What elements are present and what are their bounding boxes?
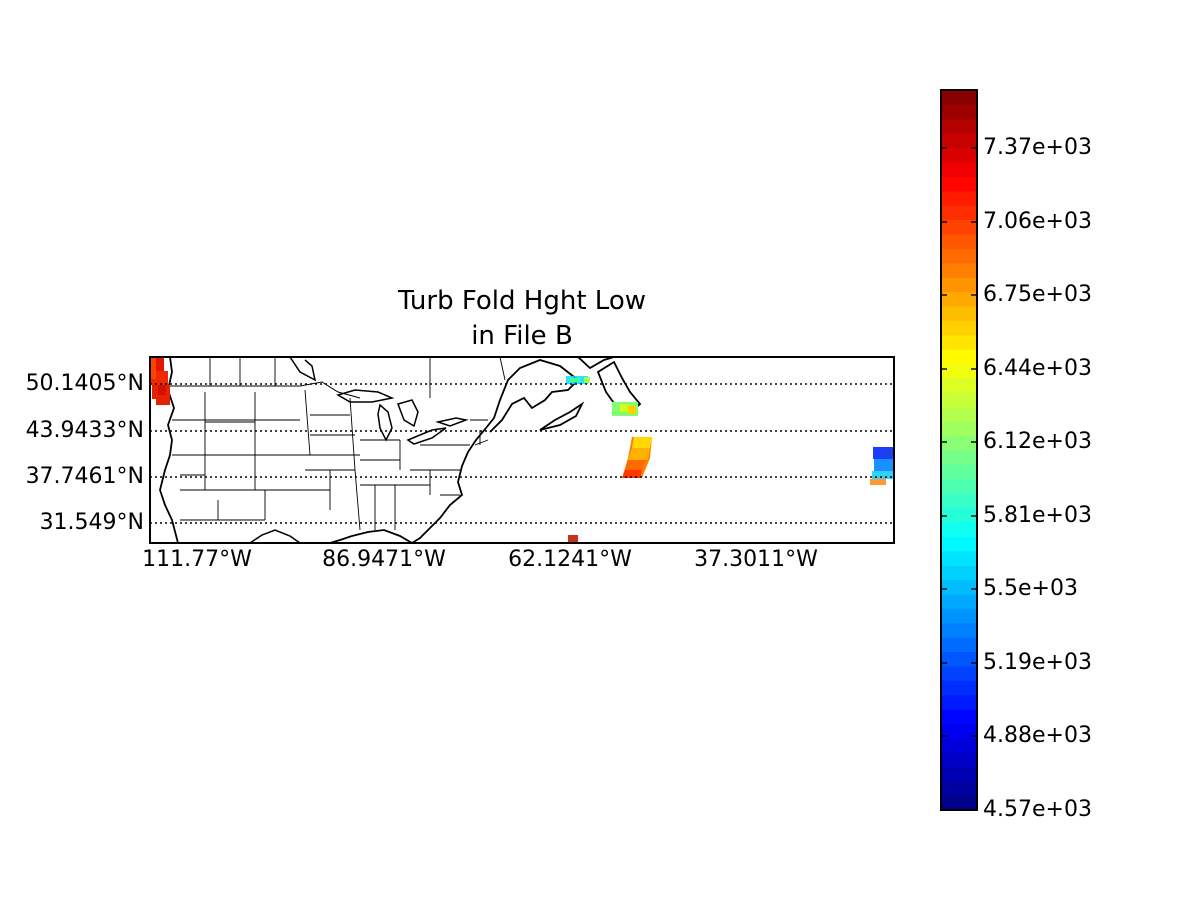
province-boundaries: [209, 357, 506, 398]
colorbar-band: [941, 709, 977, 725]
lake-erie: [406, 427, 447, 445]
lat-tick-label: 31.549°N: [39, 510, 144, 535]
colorbar-band: [941, 262, 977, 278]
basemap: [150, 357, 894, 543]
colorbar-band: [941, 550, 977, 566]
colorbar-band: [941, 334, 977, 350]
lat-tick-label: 43.9433°N: [25, 418, 144, 443]
coastline-gulf: [329, 529, 413, 543]
map-frame: [149, 356, 895, 544]
colorbar-bands: [941, 90, 977, 811]
lon-tick-label: 86.9471°W: [322, 547, 446, 572]
colorbar: [940, 89, 978, 811]
data-region-south-spot: [568, 535, 578, 543]
colorbar-band: [941, 190, 977, 206]
data-region-newfoundland: [612, 402, 638, 416]
colorbar-band: [941, 277, 977, 293]
colorbar-band: [941, 118, 977, 134]
data-region-east-atlantic: [870, 447, 894, 485]
labrador-coast: [577, 357, 615, 370]
colorbar-band: [941, 493, 977, 509]
colorbar-band: [941, 795, 977, 811]
border-canada-us: [170, 381, 361, 399]
colorbar-band: [941, 320, 977, 336]
colorbar-band: [941, 450, 977, 465]
colorbar-ticks: [941, 147, 977, 811]
colorbar-frame: [940, 89, 978, 811]
nova-scotia: [539, 401, 585, 431]
colorbar-band: [941, 522, 977, 537]
colorbar-band: [941, 363, 977, 379]
colorbar-band: [941, 680, 977, 696]
colorbar-band: [941, 622, 977, 638]
colorbar-band: [941, 536, 977, 552]
lat-tick-label: 37.7461°N: [25, 464, 144, 489]
colorbar-band: [941, 248, 977, 264]
colorbar-band: [941, 104, 977, 120]
colorbar-band: [941, 766, 977, 782]
lon-tick-label: 111.77°W: [142, 547, 252, 572]
coastline-east: [411, 359, 580, 543]
newfoundland: [596, 360, 642, 416]
chart-title-line-1: Turb Fold Hght Low: [398, 286, 646, 316]
colorbar-tick-label: 6.75e+03: [983, 282, 1092, 307]
colorbar-band: [941, 507, 977, 523]
map-area: [149, 356, 895, 544]
colorbar-tick-label: 4.88e+03: [983, 723, 1092, 748]
colorbar-band: [941, 378, 977, 393]
chart-title-line-2: in File B: [471, 321, 573, 351]
coastline-quebec: [289, 357, 317, 382]
colorbar-tick-label: 5.5e+03: [983, 576, 1078, 601]
colorbar-band: [941, 176, 977, 192]
colorbar-band: [941, 421, 977, 437]
colorbar-band: [941, 752, 977, 768]
colorbar-band: [941, 723, 977, 739]
lake-ontario: [435, 417, 469, 427]
colorbar-band: [941, 349, 977, 365]
colorbar-band: [941, 478, 977, 494]
colorbar-band: [941, 147, 977, 163]
colorbar-band: [941, 781, 977, 797]
lake-huron: [397, 399, 419, 428]
colorbar-band: [941, 637, 977, 653]
parallels: [150, 383, 894, 524]
colorbar-band: [941, 133, 977, 149]
colorbar-band: [941, 90, 977, 105]
colorbar-band: [941, 651, 977, 667]
data-region-atlantic-swath: [622, 437, 652, 478]
colorbar-band: [941, 291, 977, 307]
colorbar-band: [941, 406, 977, 422]
data-region-st-lawrence: [566, 376, 590, 384]
colorbar-band: [941, 162, 977, 177]
colorbar-band: [941, 306, 977, 321]
colorbar-tick-label: 4.57e+03: [983, 797, 1092, 822]
colorbar-band: [941, 565, 977, 581]
colorbar-band: [941, 234, 977, 249]
colorbar-tick-label: 7.37e+03: [983, 135, 1092, 160]
colorbar-band: [941, 219, 977, 235]
data-region-pacific: [150, 357, 170, 405]
colorbar-band: [941, 392, 977, 408]
colorbar-band: [941, 666, 977, 681]
lon-tick-label: 37.3011°W: [694, 547, 818, 572]
colorbar-tick-label: 6.44e+03: [983, 356, 1092, 381]
colorbar-band: [941, 464, 977, 480]
colorbar-band: [941, 594, 977, 609]
colorbar-band: [941, 608, 977, 624]
colorbar-band: [941, 579, 977, 595]
lon-tick-label: 62.1241°W: [508, 547, 632, 572]
lat-tick-label: 50.1405°N: [25, 371, 144, 396]
colorbar-band: [941, 694, 977, 710]
colorbar-tick-label: 5.19e+03: [983, 650, 1092, 675]
colorbar-tick-label: 6.12e+03: [983, 429, 1092, 454]
colorbar-band: [941, 738, 977, 753]
colorbar-tick-label: 7.06e+03: [983, 209, 1092, 234]
coastline-gulf-west: [249, 529, 301, 543]
data-layer: [150, 357, 894, 543]
colorbar-band: [941, 435, 977, 451]
colorbar-tick-label: 5.81e+03: [983, 503, 1092, 528]
colorbar-band: [941, 205, 977, 221]
